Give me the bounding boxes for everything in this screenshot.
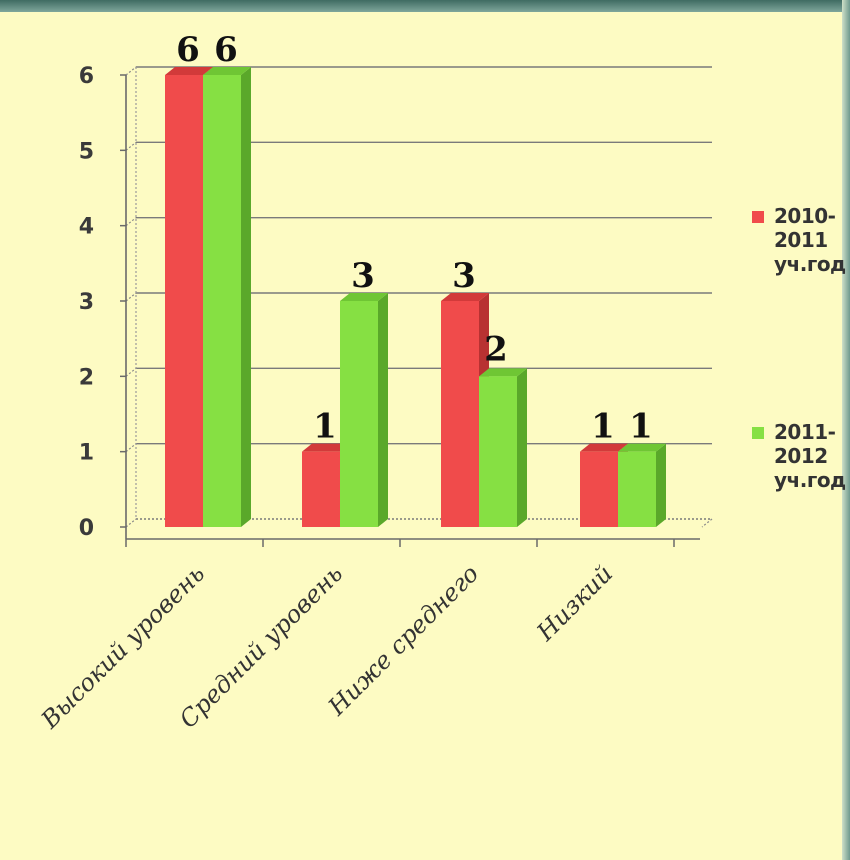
bar-top xyxy=(580,443,628,452)
y-tick-label: 4 xyxy=(79,215,94,240)
data-label: 2 xyxy=(484,329,508,369)
y-tick-label: 3 xyxy=(79,290,94,315)
bar xyxy=(203,75,241,527)
y-tick-label: 5 xyxy=(79,139,94,164)
gridline-depth xyxy=(125,66,137,76)
bar-side xyxy=(378,293,388,527)
bar-top xyxy=(203,67,251,75)
bar-top xyxy=(302,443,350,452)
data-label: 1 xyxy=(313,407,337,447)
y-tick-label: 6 xyxy=(79,64,94,89)
bar-top xyxy=(618,443,666,452)
bar-side xyxy=(241,67,251,527)
legend-line: 2010- xyxy=(774,204,836,228)
data-label: 3 xyxy=(452,256,476,296)
floor-edge xyxy=(701,518,713,528)
bar-top xyxy=(441,293,489,301)
gridline-depth xyxy=(125,217,137,227)
legend-line: 2011- xyxy=(774,420,836,444)
bar xyxy=(441,301,479,527)
legend-swatch-red xyxy=(752,211,764,223)
bar xyxy=(618,451,656,527)
gridline-depth xyxy=(125,518,137,528)
legend-item-series-1: 2010- 2011 уч.год xyxy=(752,204,847,276)
bar xyxy=(302,451,340,527)
bar xyxy=(479,376,517,527)
data-label: 1 xyxy=(629,407,653,447)
bars xyxy=(165,67,666,527)
data-label: 6 xyxy=(214,30,238,70)
bar-top xyxy=(479,368,527,377)
data-label: 1 xyxy=(591,407,615,447)
x-tick-label: Низкий xyxy=(531,559,618,646)
data-label: 6 xyxy=(176,30,200,70)
legend-line: 2012 xyxy=(774,444,828,468)
legend-line: 2011 xyxy=(774,228,828,252)
y-tick-label: 0 xyxy=(79,516,94,541)
bar-side xyxy=(656,443,666,527)
slide-top-border xyxy=(0,0,850,12)
x-tick-label: Ниже среднего xyxy=(322,559,484,721)
bar xyxy=(340,301,378,527)
legend-line: уч.год xyxy=(774,252,846,276)
legend-line: уч.год xyxy=(774,468,846,492)
gridline-depth xyxy=(125,141,137,151)
y-tick-label: 2 xyxy=(79,365,94,390)
gridline-depth xyxy=(125,292,137,302)
value-labels: 6 613 321 1 xyxy=(176,30,653,447)
bar xyxy=(165,75,203,527)
data-label: 3 xyxy=(351,256,375,296)
legend-swatch-green xyxy=(752,427,764,439)
y-tick-label: 1 xyxy=(79,441,94,466)
slide-right-border xyxy=(842,0,850,860)
bar xyxy=(580,451,618,527)
bar-top xyxy=(340,293,388,301)
legend-item-series-2: 2011- 2012 уч.год xyxy=(752,420,847,492)
bar-top xyxy=(165,67,213,75)
gridline-depth xyxy=(125,443,137,453)
bar-side xyxy=(517,368,527,527)
gridline-depth xyxy=(125,367,137,377)
